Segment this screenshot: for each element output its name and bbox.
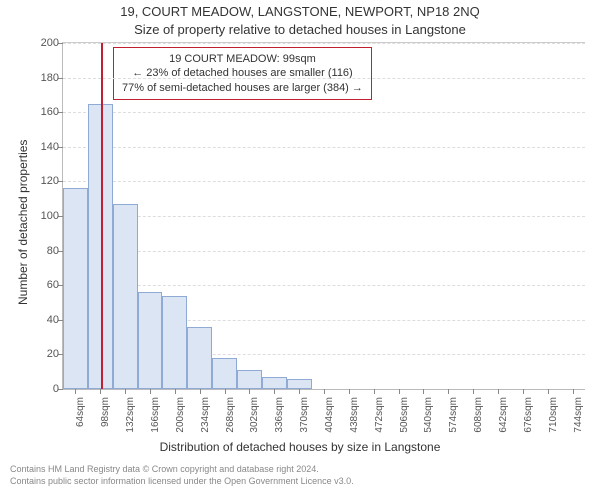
y-tick-label: 60 [31,279,63,291]
y-tick-label: 200 [31,37,63,49]
y-tick-label: 40 [31,314,63,326]
page-title: 19, COURT MEADOW, LANGSTONE, NEWPORT, NP… [0,4,600,19]
x-tick-mark [374,389,375,394]
histogram-bar [138,292,163,389]
x-tick-mark [548,389,549,394]
grid-line [63,78,585,79]
x-tick-mark [274,389,275,394]
plot-area: 19 COURT MEADOW: 99sqm← 23% of detached … [62,42,585,390]
x-tick-mark [573,389,574,394]
grid-line [63,181,585,182]
footer-line-1: Contains HM Land Registry data © Crown c… [10,464,354,476]
x-tick-mark [399,389,400,394]
annotation-box: 19 COURT MEADOW: 99sqm← 23% of detached … [113,47,372,100]
histogram-bar [212,358,237,389]
x-tick-mark [150,389,151,394]
histogram-bar [237,370,262,389]
x-tick-mark [423,389,424,394]
x-tick-mark [473,389,474,394]
grid-line [63,43,585,44]
y-tick-label: 120 [31,175,63,187]
y-axis-label: Number of detached properties [16,140,30,305]
x-tick-mark [448,389,449,394]
x-tick-mark [324,389,325,394]
annotation-line: 19 COURT MEADOW: 99sqm [122,52,363,66]
histogram-bar [262,377,287,389]
chart-container: 19, COURT MEADOW, LANGSTONE, NEWPORT, NP… [0,0,600,500]
footer-attribution: Contains HM Land Registry data © Crown c… [10,464,354,487]
y-tick-label: 20 [31,348,63,360]
x-tick-mark [100,389,101,394]
footer-line-2: Contains public sector information licen… [10,476,354,488]
y-tick-label: 140 [31,141,63,153]
histogram-bar [187,327,212,389]
y-tick-label: 80 [31,245,63,257]
y-tick-label: 0 [31,383,63,395]
y-tick-label: 160 [31,106,63,118]
x-tick-mark [75,389,76,394]
x-tick-mark [175,389,176,394]
histogram-bar [287,379,312,389]
grid-line [63,251,585,252]
grid-line [63,147,585,148]
x-axis-label: Distribution of detached houses by size … [0,440,600,454]
grid-line [63,216,585,217]
grid-line [63,112,585,113]
y-tick-label: 100 [31,210,63,222]
y-tick-label: 180 [31,72,63,84]
page-subtitle: Size of property relative to detached ho… [0,22,600,37]
x-tick-mark [125,389,126,394]
x-tick-mark [299,389,300,394]
x-tick-mark [200,389,201,394]
x-tick-mark [523,389,524,394]
histogram-bar [113,204,138,389]
annotation-line: 77% of semi-detached houses are larger (… [122,81,363,95]
histogram-bar [162,296,187,389]
histogram-bar [63,188,88,389]
property-marker-line [101,43,103,389]
x-tick-mark [349,389,350,394]
x-tick-mark [225,389,226,394]
grid-line [63,285,585,286]
x-tick-mark [498,389,499,394]
x-tick-mark [249,389,250,394]
